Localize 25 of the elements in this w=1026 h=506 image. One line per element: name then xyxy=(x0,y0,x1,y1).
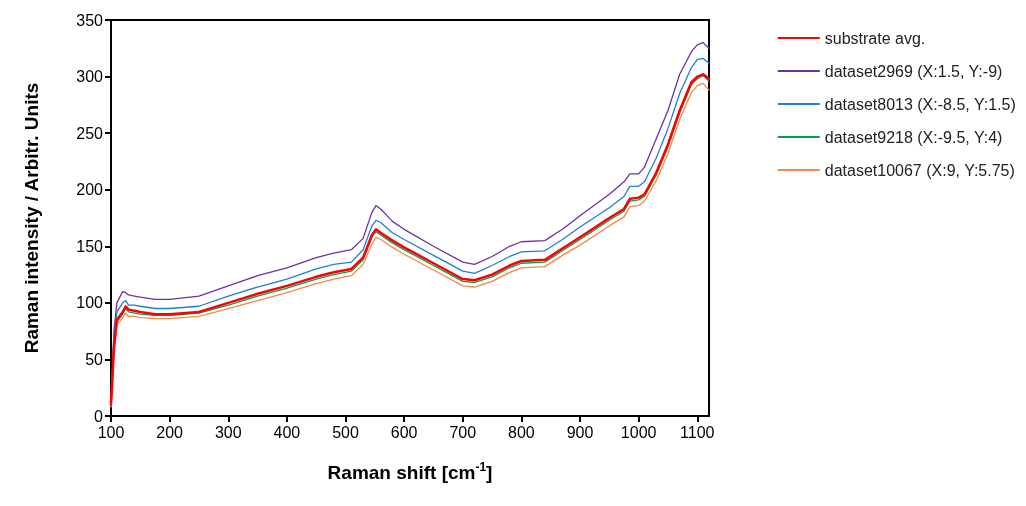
x-tick-label: 1100 xyxy=(680,423,715,441)
y-tick-label: 350 xyxy=(76,11,104,29)
legend-label: substrate avg. xyxy=(824,29,926,47)
legend-label: dataset2969 (X:1.5, Y:-9) xyxy=(824,62,1003,80)
x-tick-label: 300 xyxy=(214,423,242,441)
y-tick-label: 250 xyxy=(76,124,104,142)
x-tick-label: 100 xyxy=(97,423,125,441)
y-axis-title: Raman intensity / Arbitr. Units xyxy=(21,82,42,354)
x-tick-label: 400 xyxy=(273,423,301,441)
y-tick-label: 100 xyxy=(76,294,104,312)
y-tick-label: 300 xyxy=(76,68,104,86)
y-tick-label: 50 xyxy=(85,350,104,368)
legend-label: dataset8013 (X:-8.5, Y:1.5) xyxy=(824,95,1016,113)
x-tick-label: 800 xyxy=(508,423,535,441)
x-tick-label: 900 xyxy=(566,423,594,441)
x-tick-label: 700 xyxy=(449,423,477,441)
y-tick-label: 150 xyxy=(76,237,104,255)
y-tick-label: 0 xyxy=(94,407,104,425)
x-tick-label: 1000 xyxy=(620,423,657,441)
x-tick-label: 200 xyxy=(156,423,184,441)
x-tick-label: 600 xyxy=(390,423,418,441)
y-tick-label: 200 xyxy=(76,181,104,199)
x-tick-label: 500 xyxy=(332,423,359,441)
legend-label: dataset9218 (X:-9.5, Y:4) xyxy=(824,128,1003,146)
legend-label: dataset10067 (X:9, Y:5.75) xyxy=(824,161,1015,179)
